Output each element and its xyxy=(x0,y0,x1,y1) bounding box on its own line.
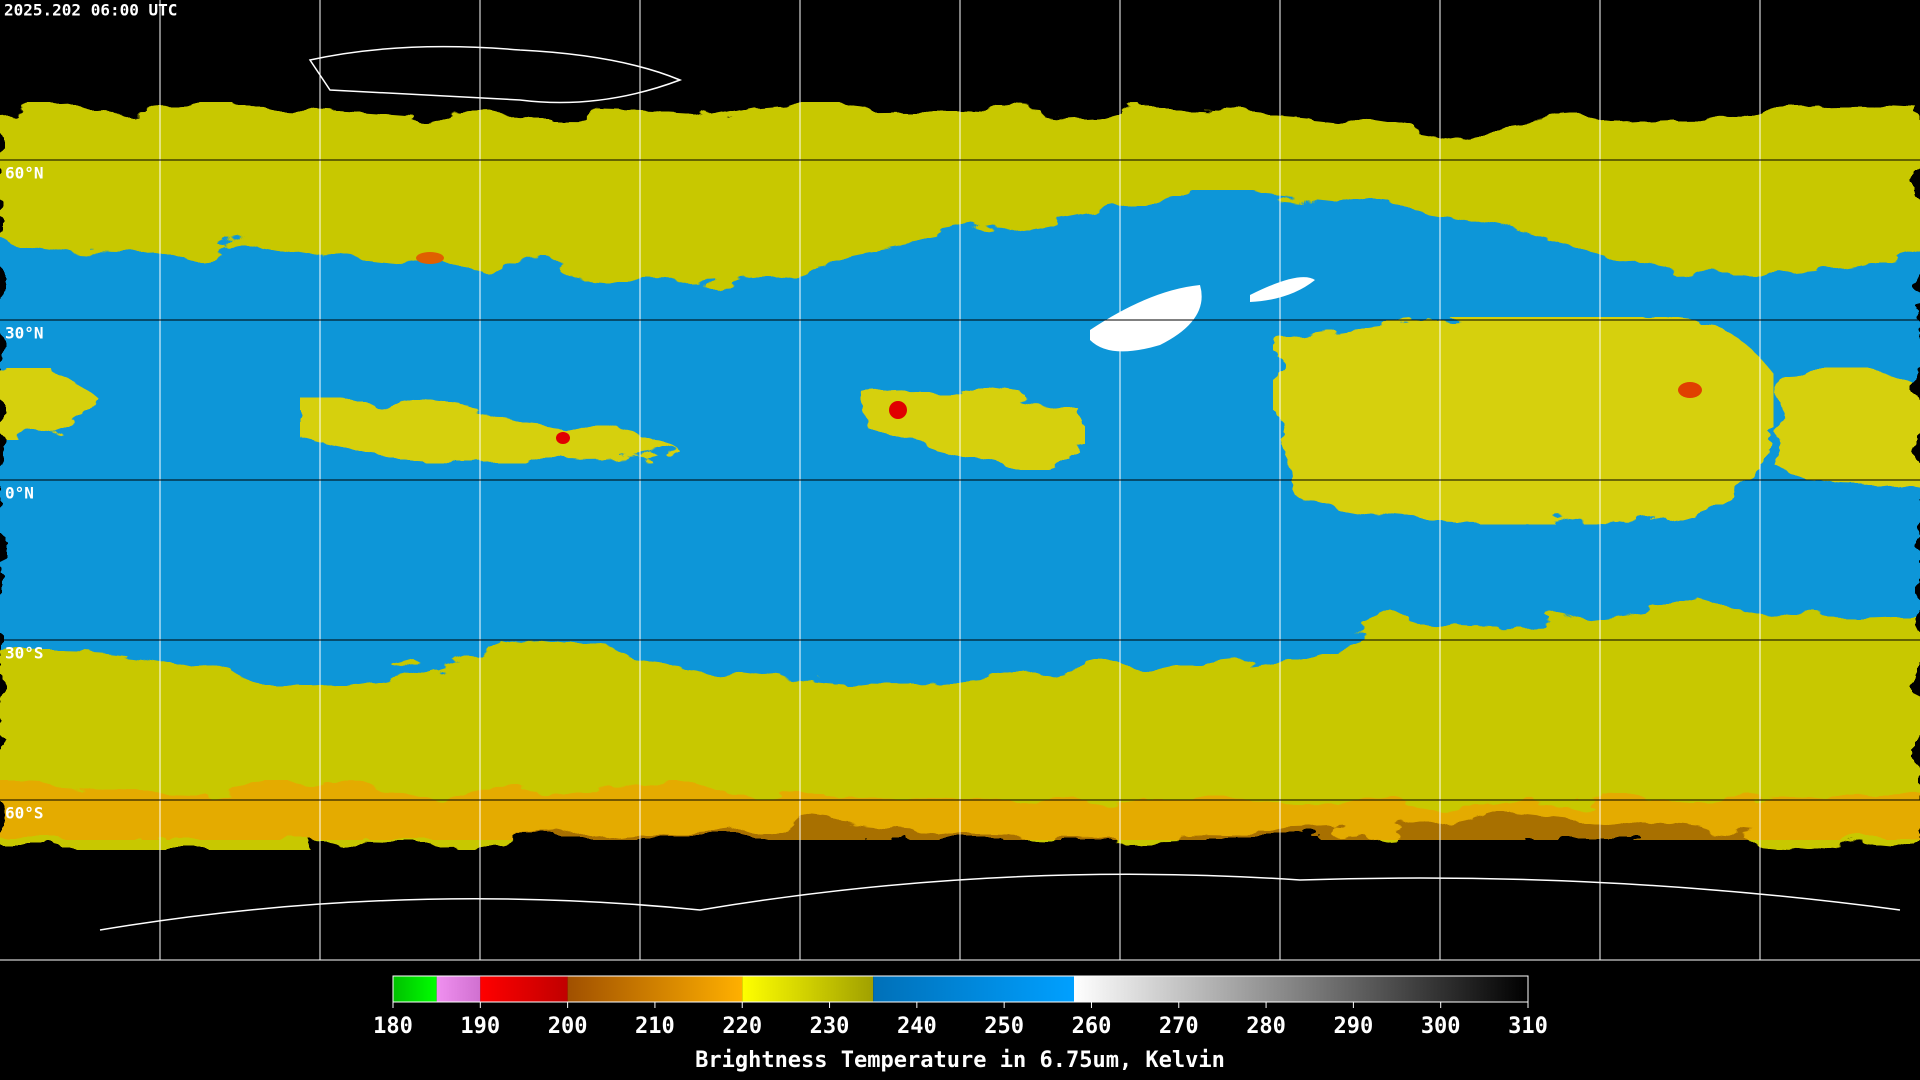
storm-core xyxy=(416,252,444,264)
africa-convection xyxy=(860,387,1085,470)
central-america-convection xyxy=(300,397,680,464)
storm-core xyxy=(556,432,570,444)
colorbar-tick-label: 260 xyxy=(1072,1014,1112,1039)
colorbar-tick-label: 280 xyxy=(1246,1014,1286,1039)
colorbar-segment xyxy=(742,976,874,1002)
latitude-label: 60°S xyxy=(5,804,44,823)
colorbar-segment xyxy=(393,976,437,1002)
colorbar-tick-label: 200 xyxy=(548,1014,588,1039)
latitude-label: 60°N xyxy=(5,164,44,183)
coastline xyxy=(308,45,683,104)
colorbar-tick-label: 270 xyxy=(1159,1014,1199,1039)
colorbar-tick-label: 230 xyxy=(810,1014,850,1039)
colorbar-tick-label: 250 xyxy=(984,1014,1024,1039)
graticule xyxy=(0,0,1920,961)
colorbar-tick-label: 240 xyxy=(897,1014,937,1039)
colorbar-tick-label: 210 xyxy=(635,1014,675,1039)
asia-convection xyxy=(1273,317,1774,525)
colorbar: 180 190 200 210 220 230 240 250 260 270 280 290 300 3… xyxy=(373,975,1548,1039)
storm-core xyxy=(889,401,907,419)
timestamp: 2025.202 06:00 UTC xyxy=(4,1,177,20)
colorbar-tick-label: 220 xyxy=(722,1014,762,1039)
colorbar-segment xyxy=(567,976,743,1002)
colorbar-segment xyxy=(436,976,481,1002)
latitude-label: 0°N xyxy=(5,484,34,503)
pacific-convection xyxy=(1770,367,1920,488)
latitude-label: 30°S xyxy=(5,644,44,663)
colorbar-frame xyxy=(392,975,1529,1003)
storm-core xyxy=(1678,382,1702,398)
colorbar-tick-label: 300 xyxy=(1421,1014,1461,1039)
latitude-label: 30°N xyxy=(5,324,44,343)
colorbar-label: Brightness Temperature in 6.75um, Kelvin xyxy=(695,1048,1225,1073)
colorbar-segment xyxy=(1074,976,1528,1002)
dry-patch xyxy=(1250,277,1315,302)
colorbar-tick-label: 290 xyxy=(1334,1014,1374,1039)
colorbar-segment xyxy=(873,976,1074,1002)
colorbar-tick-label: 190 xyxy=(460,1014,500,1039)
east-pacific-convection xyxy=(0,368,100,440)
colorbar-segment xyxy=(480,976,568,1002)
latitude-labels: 60°N 30°N 0°N 30°S 60°S xyxy=(5,164,44,823)
colorbar-tick-label: 180 xyxy=(373,1014,413,1039)
dry-patch xyxy=(1090,285,1202,352)
colorbar-tick-label: 310 xyxy=(1508,1014,1548,1039)
